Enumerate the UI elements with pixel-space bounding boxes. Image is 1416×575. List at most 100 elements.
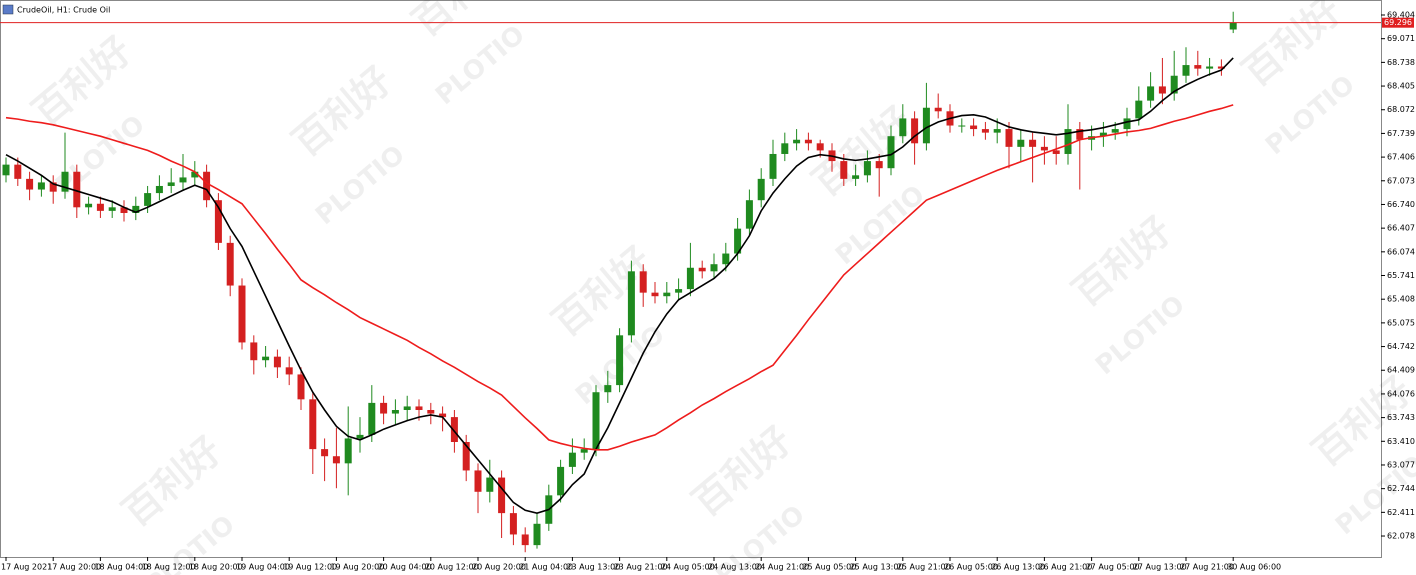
candle-body [309, 399, 317, 450]
candle-body [592, 392, 600, 450]
candle-body [61, 171, 69, 192]
candle-body [1194, 65, 1202, 69]
candle-body [37, 182, 45, 190]
candle-body [85, 203, 93, 208]
y-tick-label: 64.409 [1387, 366, 1415, 375]
candle-body [1135, 100, 1143, 119]
candle-body [1217, 66, 1225, 69]
candle-body [745, 200, 753, 229]
candle-body [675, 289, 683, 293]
candle-body [981, 129, 989, 133]
price-tag [1382, 17, 1414, 28]
candle-body [816, 143, 824, 151]
x-tick-label: 24 Aug 21:00 [755, 563, 809, 572]
candle-body [144, 193, 152, 206]
candle-body [250, 342, 258, 361]
candle-body [722, 253, 730, 265]
candle-body [332, 456, 340, 464]
moving-average-line [5, 57, 1234, 514]
candle-body [1064, 129, 1072, 154]
y-tick-label: 66.407 [1387, 224, 1415, 233]
candle-body [1206, 66, 1214, 69]
symbol-icon [2, 4, 14, 15]
candle-body [273, 356, 281, 368]
x-tick-label: 26 Aug 05:00 [944, 563, 998, 572]
y-tick-label: 68.738 [1387, 58, 1415, 67]
x-tick-label: 24 Aug 13:00 [708, 563, 762, 572]
y-tick-label: 67.739 [1387, 129, 1415, 138]
candle-body [793, 139, 801, 144]
candle-body [863, 161, 871, 176]
x-tick-label: 18 Aug 12:00 [142, 563, 196, 572]
y-tick-label: 69.404 [1387, 11, 1415, 20]
x-tick-label: 20 Aug 20:00 [472, 563, 526, 572]
x-tick-label: 23 Aug 13:00 [566, 563, 620, 572]
y-tick-label: 63.077 [1387, 460, 1415, 469]
candle-body [96, 203, 104, 211]
candle-body [698, 267, 706, 272]
candle-body [875, 161, 883, 169]
x-tick-label: 25 Aug 13:00 [850, 563, 904, 572]
candle-body [970, 125, 978, 130]
candle-body [568, 452, 576, 467]
candle-body [911, 118, 919, 144]
candle-body [852, 175, 860, 179]
y-tick-label: 68.072 [1387, 105, 1415, 114]
x-tick-label: 21 Aug 04:00 [519, 563, 573, 572]
candle-body [710, 264, 718, 272]
candle-body [73, 171, 81, 208]
candle-body [415, 406, 423, 410]
chart-title: CrudeOil, H1: Crude Oil [17, 6, 110, 15]
candle-body [757, 178, 765, 201]
candle-body [2, 164, 10, 176]
y-tick-label: 69.071 [1387, 34, 1415, 43]
candle-body [922, 107, 930, 144]
candle-body [686, 267, 694, 290]
candle-body [344, 438, 352, 464]
y-tick-label: 62.411 [1387, 508, 1415, 517]
candle-body [1123, 118, 1131, 130]
candle-body [226, 242, 234, 286]
candle-body [958, 125, 966, 127]
candle-body [1111, 129, 1119, 133]
y-tick-label: 65.408 [1387, 295, 1415, 304]
candle-body [14, 164, 22, 179]
candle-body [486, 477, 494, 492]
x-tick-label: 27 Aug 21:00 [1180, 563, 1234, 572]
candle-body [427, 409, 435, 414]
candle-body [533, 523, 541, 546]
y-tick-label: 67.406 [1387, 153, 1415, 162]
candle-body [663, 292, 671, 297]
candle-body [391, 409, 399, 414]
candle-body [1005, 129, 1013, 147]
x-tick-label: 27 Aug 13:00 [1133, 563, 1187, 572]
candle-body [26, 178, 34, 190]
plot-frame [0, 0, 1382, 558]
y-tick-label: 64.076 [1387, 389, 1415, 398]
candle-body [439, 413, 447, 418]
x-tick-label: 23 Aug 21:00 [614, 563, 668, 572]
candle-body [132, 205, 140, 213]
candle-body [1158, 86, 1166, 94]
candle-body [521, 534, 529, 546]
candle-body [934, 107, 942, 112]
x-tick-label: 18 Aug 04:00 [94, 563, 148, 572]
candle-body [1170, 75, 1178, 94]
x-tick-label: 18 Aug 20:00 [189, 563, 243, 572]
x-tick-label: 20 Aug 12:00 [425, 563, 479, 572]
x-tick-label: 30 Aug 06:00 [1227, 563, 1281, 572]
candle-body [167, 182, 175, 186]
x-tick-label: 25 Aug 05:00 [802, 563, 856, 572]
candle-body [557, 466, 565, 496]
candle-body [380, 402, 388, 414]
candle-body [262, 356, 270, 361]
candle-body [368, 402, 376, 435]
x-tick-label: 17 Aug 2021 [1, 563, 52, 572]
candle-body [604, 385, 612, 393]
y-tick-label: 65.741 [1387, 271, 1415, 280]
y-tick-label: 65.075 [1387, 318, 1415, 327]
price-tag-label: 69.296 [1384, 18, 1412, 27]
y-tick-label: 64.742 [1387, 342, 1415, 351]
